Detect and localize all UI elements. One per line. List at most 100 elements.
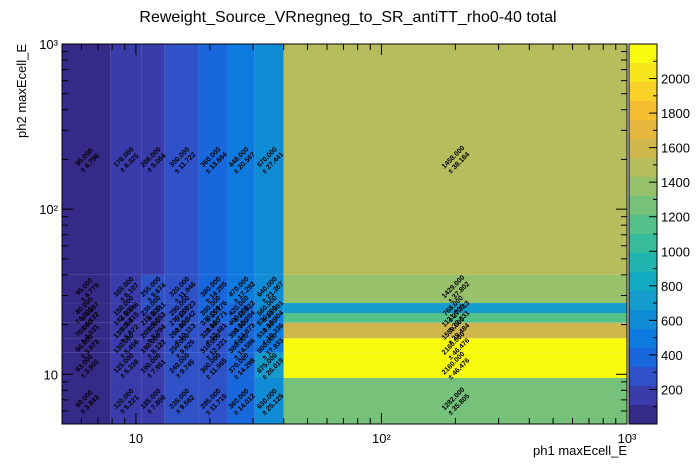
colorbar-tick-label: 400 <box>661 348 683 363</box>
colorbar-segment <box>629 253 657 272</box>
colorbar: 200 400 600 800 1000 1200 1400 1600 1800 2000 <box>628 43 690 425</box>
colorbar-segment <box>629 329 657 348</box>
heatmap-cell <box>254 274 284 304</box>
heatmap-cell <box>227 303 255 314</box>
heatmap-cell <box>164 338 199 353</box>
heatmap-cell <box>141 44 165 275</box>
heatmap-cell <box>254 322 284 339</box>
heatmap-cell <box>164 377 199 424</box>
heatmap-cell <box>141 274 165 304</box>
y-tick-label: 10³ <box>39 37 58 52</box>
colorbar-segment <box>629 177 657 196</box>
heatmap-cell <box>110 322 142 339</box>
heatmap-cell <box>254 303 284 314</box>
heatmap-cell <box>254 44 284 275</box>
heatmap-cell <box>198 303 228 314</box>
heatmap-cell <box>198 377 228 424</box>
x-tick-label: 10² <box>372 431 391 446</box>
colorbar-tick-label: 800 <box>661 279 683 294</box>
heatmap-cell <box>198 44 228 275</box>
x-axis-label: ph1 maxEcell_E <box>533 443 627 458</box>
heatmap-cell <box>110 44 142 275</box>
colorbar-tick-label: 1800 <box>661 106 690 121</box>
heatmap-cell <box>227 338 255 353</box>
heatmap-cell <box>141 377 165 424</box>
colorbar-segment <box>629 82 657 101</box>
heatmap-cell <box>164 322 199 339</box>
colorbar-segment <box>629 158 657 177</box>
colorbar-segment <box>629 291 657 310</box>
heatmap-cell <box>141 313 165 323</box>
heatmap-cell <box>198 274 228 304</box>
colorbar-tick-label: 2000 <box>661 72 690 87</box>
heatmap-cell <box>164 44 199 275</box>
heatmap-cell <box>198 338 228 353</box>
heatmap-cell <box>227 322 255 339</box>
heatmap-cell <box>62 377 111 424</box>
colorbar-segment <box>629 215 657 234</box>
heatmap-cell <box>198 313 228 323</box>
colorbar-segment <box>629 367 657 386</box>
colorbar-segment <box>629 120 657 139</box>
colorbar-tick-label: 1600 <box>661 141 690 156</box>
colorbar-tick-label: 600 <box>661 313 683 328</box>
heatmap-cell <box>110 338 142 353</box>
heatmap-cell <box>62 274 111 304</box>
colorbar-segment <box>629 139 657 158</box>
colorbar-segment <box>629 234 657 253</box>
colorbar-segment <box>629 196 657 215</box>
heatmap-cell <box>141 303 165 314</box>
heatmap-cell <box>62 44 111 275</box>
heatmap-cell <box>283 338 627 353</box>
heatmap-cell <box>227 313 255 323</box>
heatmap-cell <box>198 352 228 378</box>
heatmap-cell <box>110 313 142 323</box>
heatmap-cell <box>227 352 255 378</box>
heatmap-cell <box>283 377 627 424</box>
colorbar-segment <box>629 310 657 329</box>
heatmap-cell <box>110 352 142 378</box>
colorbar-segment <box>629 44 657 63</box>
heatmap-cell <box>198 322 228 339</box>
y-axis-label: ph2 maxEcell_E <box>14 44 29 138</box>
x-tick-label: 10 <box>129 431 143 446</box>
heatmap-cells <box>62 44 627 424</box>
heatmap-cell <box>62 303 111 314</box>
colorbar-segment <box>629 272 657 291</box>
heatmap-cell <box>283 313 627 323</box>
heatmap-cell <box>283 352 627 378</box>
heatmap-cell <box>141 338 165 353</box>
colorbar-segment <box>629 63 657 82</box>
colorbar-segment <box>629 101 657 120</box>
heatmap-cell <box>110 303 142 314</box>
heatmap-cell <box>164 352 199 378</box>
colorbar-segment <box>629 348 657 367</box>
colorbar-tick-label: 1400 <box>661 175 690 190</box>
colorbar-tick-label: 1200 <box>661 210 690 225</box>
colorbar-tick-label: 1000 <box>661 244 690 259</box>
heatmap-cell <box>254 377 284 424</box>
heatmap-cell <box>227 274 255 304</box>
heatmap-cell <box>254 313 284 323</box>
y-tick-label: 10 <box>44 367 58 382</box>
heatmap-cell <box>141 352 165 378</box>
heatmap-cell <box>283 44 627 275</box>
heatmap-cell <box>164 313 199 323</box>
heatmap-cell <box>283 322 627 339</box>
colorbar-tick-label: 200 <box>661 382 683 397</box>
heatmap-cell <box>254 338 284 353</box>
heatmap-cell <box>164 274 199 304</box>
heatmap-cell <box>62 322 111 339</box>
heatmap-cell <box>110 274 142 304</box>
y-tick-label: 10² <box>39 202 58 217</box>
heatmap-cell <box>227 44 255 275</box>
heatmap-cell <box>227 377 255 424</box>
heatmap-cell <box>62 313 111 323</box>
heatmap-cell <box>141 322 165 339</box>
heatmap-cell <box>283 303 627 314</box>
x-tick-label: 10³ <box>618 431 637 446</box>
heatmap-cell <box>164 303 199 314</box>
y-axis: 10 10² 10³ <box>39 37 627 425</box>
